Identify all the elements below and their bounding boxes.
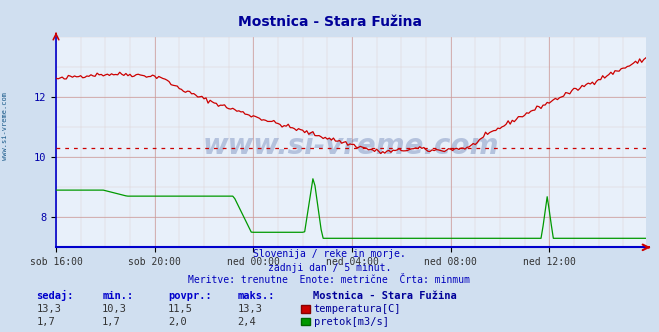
Text: www.si-vreme.com: www.si-vreme.com (203, 132, 499, 160)
Text: 1,7: 1,7 (36, 317, 55, 327)
Text: www.si-vreme.com: www.si-vreme.com (2, 92, 9, 160)
Text: 13,3: 13,3 (36, 304, 61, 314)
Text: sedaj:: sedaj: (36, 290, 74, 301)
Text: 2,0: 2,0 (168, 317, 186, 327)
Text: temperatura[C]: temperatura[C] (314, 304, 401, 314)
Text: min.:: min.: (102, 291, 133, 301)
Text: 1,7: 1,7 (102, 317, 121, 327)
Text: povpr.:: povpr.: (168, 291, 212, 301)
Text: 13,3: 13,3 (237, 304, 262, 314)
Text: Slovenija / reke in morje.: Slovenija / reke in morje. (253, 249, 406, 259)
Text: pretok[m3/s]: pretok[m3/s] (314, 317, 389, 327)
Text: zadnji dan / 5 minut.: zadnji dan / 5 minut. (268, 263, 391, 273)
Text: 10,3: 10,3 (102, 304, 127, 314)
Text: Mostnica - Stara Fužina: Mostnica - Stara Fužina (237, 15, 422, 29)
Text: maks.:: maks.: (237, 291, 275, 301)
Text: Meritve: trenutne  Enote: metrične  Črta: minmum: Meritve: trenutne Enote: metrične Črta: … (188, 275, 471, 285)
Text: Mostnica - Stara Fužina: Mostnica - Stara Fužina (313, 291, 457, 301)
Text: 11,5: 11,5 (168, 304, 193, 314)
Text: 2,4: 2,4 (237, 317, 256, 327)
